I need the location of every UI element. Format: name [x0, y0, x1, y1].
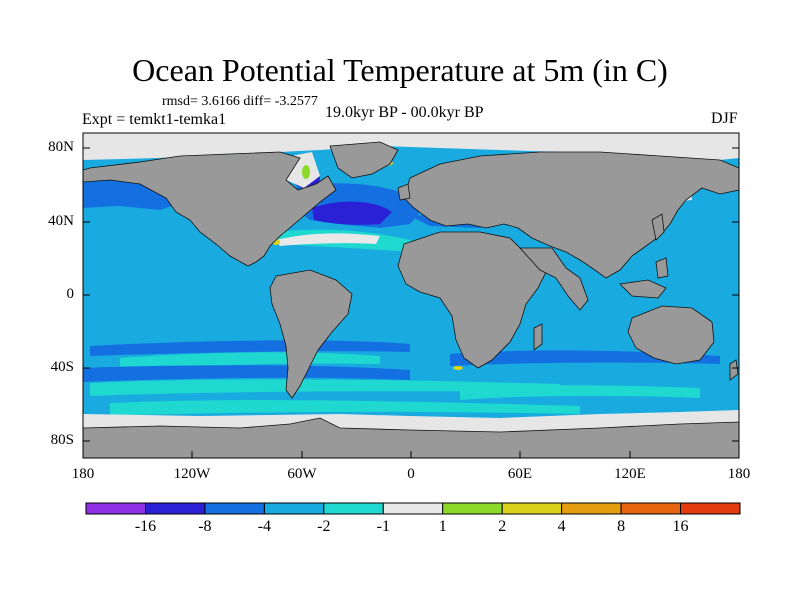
- anomaly-band: [110, 400, 580, 416]
- legend-label: -1: [376, 518, 390, 535]
- strong-cold-anomaly: [312, 201, 392, 225]
- legend-label: 2: [498, 518, 507, 535]
- anomaly-bands: [90, 196, 700, 416]
- madagascar: [533, 323, 543, 351]
- legend-color-box: [561, 502, 622, 515]
- legend-label: 8: [617, 518, 626, 535]
- color-legend: [85, 502, 741, 515]
- indonesia: [619, 279, 667, 299]
- tick-marks: [83, 147, 739, 458]
- cold-region-south: [90, 340, 410, 356]
- legend-color-box: [382, 502, 444, 515]
- lat-label: 80N: [48, 139, 74, 155]
- lon-label: 60E: [507, 466, 533, 482]
- stats-label: rmsd= 3.6166 diff= -3.2577: [162, 94, 318, 109]
- australia: [627, 305, 715, 365]
- arctic-missing: [83, 133, 739, 162]
- north-america: [82, 151, 337, 267]
- anomaly-band: [90, 379, 560, 396]
- legend-label: -4: [257, 518, 272, 535]
- lat-label: 40N: [48, 213, 74, 229]
- legend-label: 16: [672, 518, 689, 535]
- legend-color-box: [145, 502, 206, 515]
- south-america: [269, 269, 353, 399]
- legend-color-box: [620, 502, 682, 515]
- anomaly-band: [276, 233, 380, 246]
- warm-anomaly-spot: [302, 165, 310, 179]
- legend-color-box: [442, 502, 503, 515]
- legend-label: 4: [557, 518, 566, 535]
- japan: [651, 213, 665, 241]
- legend-color-box: [204, 502, 265, 515]
- legend-color-box: [680, 502, 741, 515]
- period-label: 19.0kyr BP - 00.0kyr BP: [325, 104, 484, 121]
- legend-color-box: [263, 502, 325, 515]
- experiment-label: Expt = temkt1-temka1: [82, 111, 227, 128]
- philippines: [655, 257, 669, 279]
- lon-label: 180: [71, 466, 95, 482]
- legend-label: -2: [317, 518, 331, 535]
- lon-label: 120E: [614, 466, 646, 482]
- lon-label: 180: [727, 466, 751, 482]
- lon-label: 0: [407, 466, 415, 482]
- legend-color-box: [501, 502, 563, 515]
- greenland: [329, 141, 399, 179]
- legend-color-box: [323, 502, 384, 515]
- warm-anomaly-spot: [453, 366, 463, 370]
- british-isles: [397, 183, 411, 201]
- legend-label: 1: [438, 518, 447, 535]
- africa: [397, 231, 547, 369]
- lat-label: 80S: [50, 432, 74, 448]
- anomaly-band: [460, 385, 700, 400]
- arabia-india: [519, 247, 589, 311]
- eurasia: [403, 151, 740, 279]
- lon-label: 60W: [287, 466, 317, 482]
- lat-label: 0: [66, 286, 75, 302]
- new-zealand: [729, 359, 739, 381]
- lon-label: 120W: [173, 466, 211, 482]
- lat-label: 40S: [50, 359, 74, 375]
- legend-color-box: [85, 502, 146, 515]
- legend-label: -16: [134, 518, 157, 535]
- legend-label: -8: [198, 518, 212, 535]
- season-label: DJF: [711, 110, 738, 127]
- cold-region-southern-ocean: [83, 365, 410, 382]
- map-plot: [82, 132, 740, 459]
- map-title: Ocean Potential Temperature at 5m (in C): [132, 52, 668, 88]
- land: [82, 141, 740, 459]
